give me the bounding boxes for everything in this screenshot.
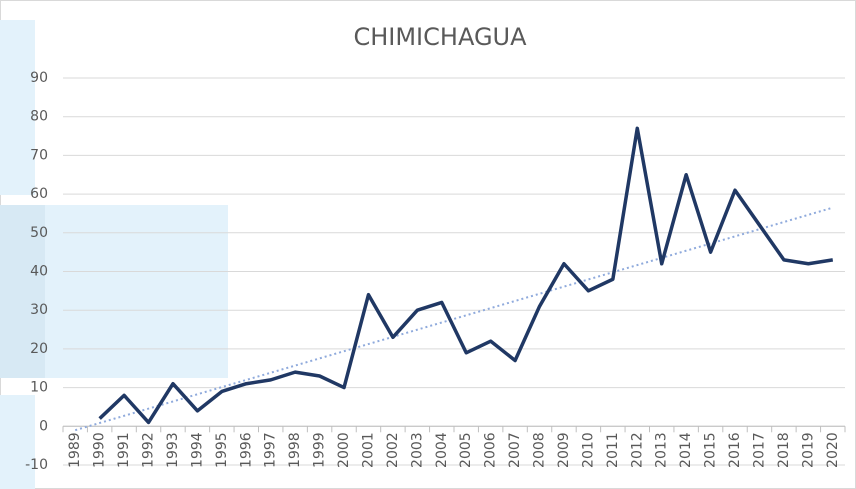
- y-tick-label: 30: [30, 302, 48, 318]
- x-tick-label: 1989: [67, 432, 83, 468]
- x-tick-label: 2009: [556, 432, 572, 468]
- x-tick-label: 2011: [605, 432, 621, 468]
- x-tick-label: 2014: [678, 432, 694, 468]
- x-tick-label: 2015: [703, 432, 719, 468]
- x-tick-label: 1991: [116, 432, 132, 468]
- y-tick-label: 90: [30, 70, 48, 86]
- x-tick-label: 2007: [507, 432, 523, 468]
- x-tick-label: 2018: [776, 432, 792, 468]
- y-tick-label: 50: [30, 225, 48, 241]
- trendline: [74, 206, 834, 432]
- x-tick-label: 1999: [312, 432, 328, 468]
- x-tick-label: 2010: [580, 432, 596, 468]
- x-tick-label: 2002: [385, 432, 401, 468]
- x-tick-label: 1996: [238, 432, 254, 468]
- x-tick-label: 2020: [825, 432, 841, 468]
- x-tick-label: 2019: [800, 432, 816, 468]
- y-tick-label: 60: [30, 186, 48, 202]
- x-tick-label: 2013: [654, 432, 670, 468]
- x-tick-label: 2005: [458, 432, 474, 468]
- plot-area: -10 0 10 20 30 40 50 60 70 80 90 1989 1990 1991 1992 19…: [25, 70, 846, 473]
- y-tick-label: 20: [30, 341, 48, 357]
- y-tick-label: -10: [25, 457, 48, 473]
- y-tick-label: 40: [30, 264, 48, 280]
- x-tick-label: 2000: [336, 432, 352, 468]
- x-tick-label: 2017: [751, 432, 767, 468]
- x-tick-label: 1998: [287, 432, 303, 468]
- y-tick-label: 80: [30, 109, 48, 125]
- x-tick-label: 1997: [263, 432, 279, 468]
- x-tick-label: 2008: [532, 432, 548, 468]
- x-tick-label: 1995: [214, 432, 230, 468]
- x-tick-label: 1994: [189, 432, 205, 468]
- series-line: [98, 126, 834, 425]
- x-tick-label: 2004: [434, 432, 450, 468]
- highlight: [0, 20, 35, 195]
- x-tick-label: 2003: [409, 432, 425, 468]
- x-tick-label: 1990: [92, 432, 108, 468]
- y-tick-label: 0: [39, 418, 48, 434]
- x-tick-label: 2016: [727, 432, 743, 468]
- highlight: [0, 205, 45, 378]
- y-tick-label: 70: [30, 147, 48, 163]
- x-tick-label: 1992: [141, 432, 157, 468]
- y-tick-label: 10: [30, 380, 48, 396]
- x-tick-label: 2001: [360, 432, 376, 468]
- chart-title: CHIMICHAGUA: [353, 23, 527, 51]
- x-tick-label: 2006: [483, 432, 499, 468]
- x-tick-label: 1993: [165, 432, 181, 468]
- x-tick-label: 2012: [629, 432, 645, 468]
- highlight: [0, 395, 35, 489]
